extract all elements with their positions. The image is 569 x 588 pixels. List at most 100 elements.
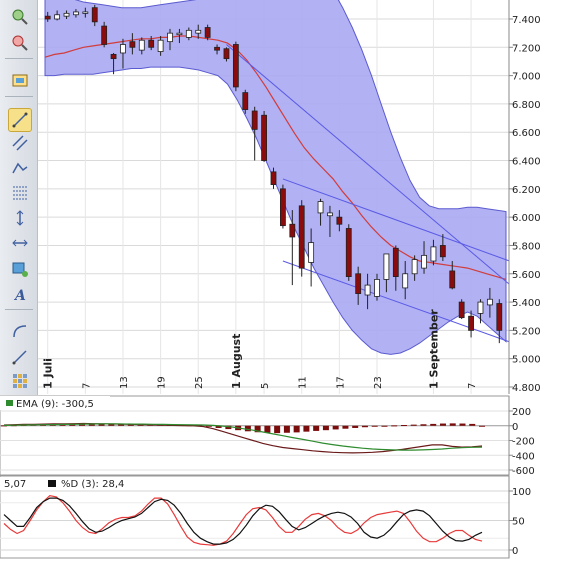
toolbar-separator — [5, 96, 33, 97]
candle — [185, 29, 192, 38]
macd-histogram-bar — [88, 423, 95, 426]
macd-histogram-bar — [391, 425, 398, 427]
fibonacci-tool-button[interactable] — [9, 182, 31, 204]
price-tick-label: 5.200 — [512, 326, 541, 337]
chart-properties-button[interactable] — [9, 70, 31, 92]
macd-histogram-bar — [108, 423, 115, 426]
macd-histogram-bar — [400, 425, 407, 427]
candle — [129, 41, 136, 48]
candle — [110, 53, 117, 60]
candle — [157, 39, 164, 52]
arc-tool-icon — [13, 325, 27, 338]
date-label: 1 August — [230, 334, 243, 389]
macd-histogram-bar — [264, 425, 271, 433]
price-tick-label: 5.800 — [512, 241, 541, 252]
stoch-d-legend-label: %D (3): 28,4 — [61, 479, 124, 490]
price-tick-label: 6.600 — [512, 128, 541, 139]
parallel-channel-tool-button[interactable] — [9, 132, 31, 154]
zoom-in-button[interactable] — [9, 6, 31, 28]
candle — [327, 212, 333, 217]
date-label: 1 September — [427, 309, 440, 389]
trendline-tool-icon — [12, 112, 28, 128]
macd-histogram-bar — [98, 423, 105, 426]
price-axis-bg — [509, 0, 569, 394]
candle — [430, 246, 437, 262]
candle — [392, 247, 399, 278]
date-label: 1 Juli — [42, 358, 55, 389]
trendline-tool-button[interactable] — [8, 108, 32, 132]
macd-histogram-bar — [283, 425, 290, 433]
rectangle-tool-button[interactable] — [9, 258, 31, 280]
stoch-tick-label: 0 — [512, 546, 518, 557]
candle — [308, 242, 315, 263]
macd-histogram-bar — [205, 425, 212, 427]
candle — [496, 303, 503, 331]
horizontal-line-tool-button[interactable] — [9, 232, 31, 254]
macd-histogram-bar — [469, 423, 476, 426]
price-tick-label: 5.000 — [512, 355, 541, 366]
date-label: 17 — [335, 376, 346, 389]
date-label: 19 — [157, 376, 168, 389]
macd-legend-label: EMA (9): -300,5 — [16, 399, 94, 410]
candle — [167, 32, 173, 43]
macd-histogram-bar — [225, 425, 232, 430]
macd-tick-label: -400 — [512, 451, 535, 462]
macd-histogram-bar — [332, 425, 339, 430]
candle — [468, 315, 474, 331]
candle — [214, 46, 220, 51]
price-tick-label: 7.200 — [512, 43, 541, 54]
date-label: 25 — [194, 376, 205, 389]
stoch-k-legend-label: 5,07 — [4, 479, 26, 490]
macd-histogram-bar — [439, 423, 446, 426]
rectangle-tool-icon — [12, 262, 28, 277]
trendline — [282, 260, 530, 350]
arc-tool-button[interactable] — [9, 320, 31, 342]
candle — [91, 7, 98, 23]
candle — [73, 11, 79, 16]
price-tick-label: 5.600 — [512, 270, 541, 281]
macd-tick-label: -600 — [512, 466, 535, 477]
candle — [138, 39, 145, 51]
fibonacci-tool-icon — [13, 186, 27, 200]
horizontal-line-tool-icon — [12, 239, 28, 247]
trendline — [226, 44, 530, 302]
macd-histogram-bar — [420, 424, 427, 426]
zoom-in-icon — [12, 9, 28, 25]
macd-histogram-bar — [254, 425, 261, 433]
candle — [402, 273, 409, 289]
price-tick-label: 4.800 — [512, 383, 541, 394]
candle — [289, 223, 296, 238]
macd-legend-swatch — [6, 400, 13, 406]
date-label: 7 — [81, 383, 92, 389]
macd-histogram-bar — [313, 425, 320, 431]
zoom-out-button[interactable] — [9, 32, 31, 54]
drawing-toolbar: A — [0, 0, 38, 395]
candle — [223, 48, 230, 60]
ray-tool-button[interactable] — [9, 346, 31, 368]
stoch-k-line — [3, 497, 483, 545]
stoch-tick-label: 50 — [512, 517, 525, 528]
candle — [421, 254, 427, 269]
candle — [411, 259, 418, 275]
stoch-d-line — [3, 495, 483, 546]
price-tick-label: 6.400 — [512, 157, 541, 168]
macd-histogram-bar — [274, 425, 281, 434]
macd-histogram-bar — [410, 424, 417, 426]
more-tools-button[interactable] — [9, 370, 31, 392]
macd-histogram-bar — [459, 423, 466, 426]
candle — [195, 29, 202, 34]
macd-signal-line — [3, 423, 483, 451]
candle — [439, 245, 446, 258]
macd-tick-label: 0 — [512, 422, 518, 433]
candle — [120, 44, 126, 54]
polyline-tool-button[interactable] — [9, 157, 31, 179]
vertical-line-tool-button[interactable] — [9, 207, 31, 229]
svg-text:A: A — [13, 288, 26, 303]
candle — [336, 216, 343, 225]
price-tick-label: 5.400 — [512, 298, 541, 309]
candle — [458, 301, 465, 319]
toolbar-separator — [5, 309, 33, 310]
text-tool-button[interactable]: A — [9, 283, 31, 305]
